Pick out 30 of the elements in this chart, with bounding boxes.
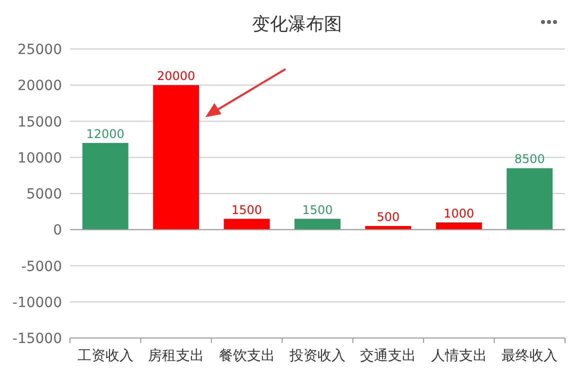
x-tick-label: 投资收入 xyxy=(288,348,346,364)
chart-title: 变化瀑布图 xyxy=(252,14,342,35)
data-label: 500 xyxy=(376,210,400,224)
y-tick-label: 10000 xyxy=(17,150,62,166)
bar xyxy=(506,168,553,230)
y-tick-label: -15000 xyxy=(12,331,62,347)
y-tick-label: 15000 xyxy=(17,114,62,130)
bar xyxy=(82,142,128,230)
y-tick-label: 25000 xyxy=(17,42,62,58)
data-label: 1500 xyxy=(232,202,262,217)
x-tick-label: 交通支出 xyxy=(360,348,416,364)
data-label: 1000 xyxy=(444,206,474,220)
y-tick-label: -5000 xyxy=(21,258,62,275)
y-tick-label: -10000 xyxy=(12,294,62,311)
x-tick-label: 人情支出 xyxy=(430,348,487,364)
data-label: 8500 xyxy=(514,152,545,166)
bar xyxy=(436,222,482,230)
x-tick-label: 餐饮支出 xyxy=(218,348,275,364)
data-label: 12000 xyxy=(86,126,124,141)
bar xyxy=(294,218,340,230)
x-tick-label: 最终收入 xyxy=(502,348,558,364)
data-label: 1500 xyxy=(302,202,333,217)
x-tick-label: 工资收入 xyxy=(77,348,134,364)
bar xyxy=(153,85,200,230)
data-label: 20000 xyxy=(156,69,196,84)
y-tick-label: 0 xyxy=(53,222,62,239)
bar xyxy=(224,218,270,230)
y-tick-label: 5000 xyxy=(26,186,62,202)
y-tick-label: 20000 xyxy=(17,78,62,94)
x-tick-label: 房租支出 xyxy=(148,348,204,364)
